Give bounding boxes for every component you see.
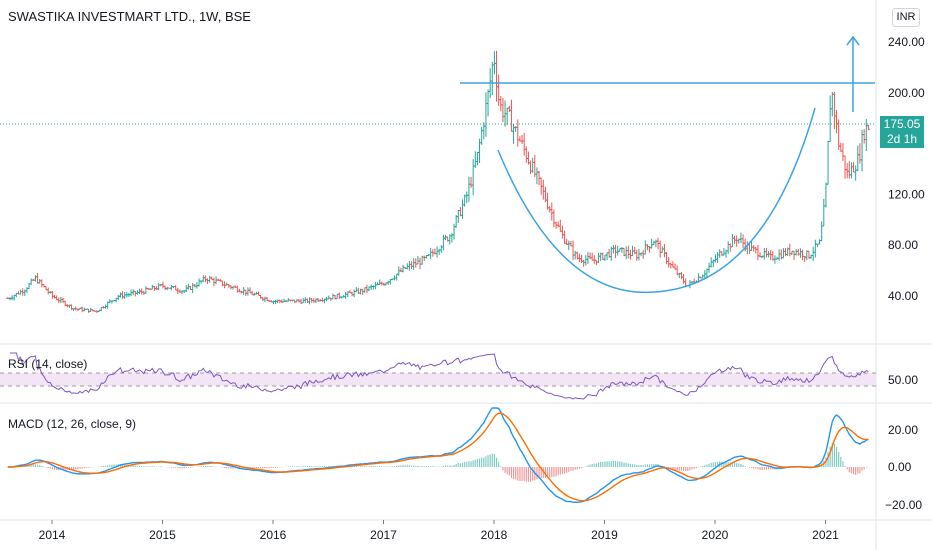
price-axis: 240.00 200.00 120.00 80.00 40.00 — [888, 35, 925, 303]
rsi-label: RSI (14, close) — [8, 357, 87, 371]
rsi-series — [9, 352, 869, 400]
price-tick-label: 80.00 — [888, 238, 918, 252]
target-arrow-head — [846, 35, 860, 46]
time-tick-label: 2020 — [702, 528, 729, 542]
time-tick-label: 2016 — [260, 528, 287, 542]
time-tick-label: 2021 — [812, 528, 839, 542]
macd-tick-neg20: −20.00 — [885, 498, 922, 512]
rsi-line — [9, 352, 869, 400]
time-tick-label: 2014 — [39, 528, 66, 542]
time-tick-label: 2017 — [370, 528, 397, 542]
price-tick-label: 40.00 — [888, 289, 918, 303]
last-price-badge: 175.05 2d 1h — [880, 116, 924, 148]
macd-tick-0: 0.00 — [888, 460, 912, 474]
price-tick-label: 200.00 — [888, 86, 925, 100]
time-tick-label: 2015 — [149, 528, 176, 542]
rsi-tick-50: 50.00 — [888, 373, 918, 387]
price-bars — [6, 50, 870, 314]
macd-lines — [7, 407, 869, 504]
macd-label: MACD (12, 26, close, 9) — [8, 417, 136, 431]
last-price-value: 175.05 — [883, 117, 921, 131]
signal-line — [7, 412, 869, 502]
macd-line — [7, 407, 869, 504]
symbol-title[interactable]: SWASTIKA INVESTMART LTD., 1W, BSE — [8, 9, 251, 24]
price-tick-label: 120.00 — [888, 187, 925, 201]
time-tick-label: 2019 — [591, 528, 618, 542]
time-tick-label: 2018 — [481, 528, 508, 542]
cup-curve — [497, 107, 816, 294]
bar-countdown: 2d 1h — [886, 132, 918, 146]
price-tick-label: 240.00 — [888, 35, 925, 49]
macd-tick-20: 20.00 — [888, 423, 918, 437]
currency-button[interactable]: INR — [892, 8, 920, 27]
time-axis: 2014 2015 2016 2017 2018 2019 2020 2021 — [39, 520, 839, 542]
